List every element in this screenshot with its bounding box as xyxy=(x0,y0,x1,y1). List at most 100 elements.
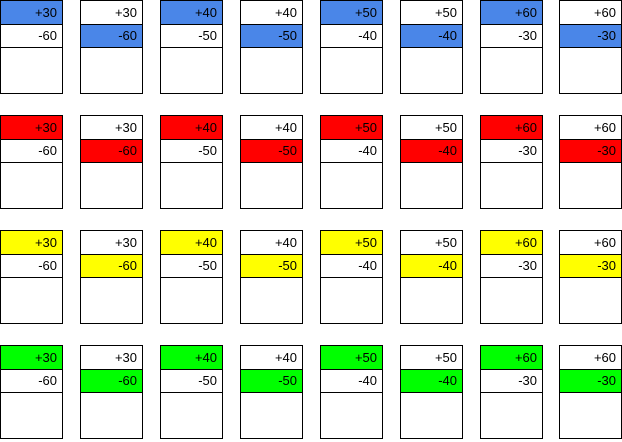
card-bottom-value: -60 xyxy=(81,139,142,162)
card-empty-area xyxy=(1,392,62,438)
value-card-red-4: +40 -50 xyxy=(240,115,303,209)
card-top-value: +30 xyxy=(1,346,62,369)
card-top-value: +60 xyxy=(481,1,542,24)
card-top-value: +40 xyxy=(274,5,297,20)
value-card-blue-6: +50 -40 xyxy=(400,0,463,94)
card-top-value: +60 xyxy=(593,350,616,365)
value-card-blue-2: +30 -60 xyxy=(80,0,143,94)
value-card-red-8: +60 -30 xyxy=(559,115,622,209)
value-card-blue-7: +60 -30 xyxy=(480,0,543,94)
card-empty-area xyxy=(241,392,302,438)
card-bottom-value: -50 xyxy=(241,369,302,392)
card-empty-area xyxy=(560,392,621,438)
card-top-value: +40 xyxy=(274,350,297,365)
value-card-yellow-8: +60 -30 xyxy=(559,230,622,324)
value-card-blue-4: +40 -50 xyxy=(240,0,303,94)
card-bottom-value: -50 xyxy=(161,369,222,392)
value-card-green-4: +40 -50 xyxy=(240,345,303,439)
value-card-green-7: +60 -30 xyxy=(480,345,543,439)
card-top-value: +30 xyxy=(114,350,137,365)
card-bottom-value: -60 xyxy=(81,369,142,392)
value-card-yellow-1: +30 -60 xyxy=(0,230,63,324)
value-card-yellow-3: +40 -50 xyxy=(160,230,223,324)
card-top-value: +50 xyxy=(434,5,457,20)
card-bottom-value: -30 xyxy=(481,254,542,277)
card-top-value: +60 xyxy=(481,346,542,369)
value-card-yellow-7: +60 -30 xyxy=(480,230,543,324)
card-top-value: +50 xyxy=(321,116,382,139)
value-card-blue-8: +60 -30 xyxy=(559,0,622,94)
value-card-red-7: +60 -30 xyxy=(480,115,543,209)
card-empty-area xyxy=(161,277,222,323)
card-top-value: +40 xyxy=(274,120,297,135)
card-empty-area xyxy=(401,47,462,93)
value-card-yellow-6: +50 -40 xyxy=(400,230,463,324)
card-empty-area xyxy=(321,277,382,323)
card-top-value: +60 xyxy=(593,235,616,250)
value-card-red-1: +30 -60 xyxy=(0,115,63,209)
value-card-green-2: +30 -60 xyxy=(80,345,143,439)
card-empty-area xyxy=(241,162,302,208)
card-top-value: +30 xyxy=(1,231,62,254)
card-bottom-value: -30 xyxy=(481,24,542,47)
card-bottom-value: -50 xyxy=(241,24,302,47)
card-top-value: +30 xyxy=(1,1,62,24)
card-bottom-value: -50 xyxy=(241,254,302,277)
card-bottom-value: -40 xyxy=(401,24,462,47)
card-top-value: +50 xyxy=(434,350,457,365)
card-bottom-value: -30 xyxy=(560,369,621,392)
card-top-value: +50 xyxy=(321,346,382,369)
card-empty-area xyxy=(81,277,142,323)
card-empty-area xyxy=(1,277,62,323)
value-card-green-3: +40 -50 xyxy=(160,345,223,439)
card-empty-area xyxy=(81,162,142,208)
card-bottom-value: -30 xyxy=(560,254,621,277)
value-card-yellow-5: +50 -40 xyxy=(320,230,383,324)
card-bottom-value: -60 xyxy=(1,369,62,392)
card-bottom-value: -40 xyxy=(321,24,382,47)
card-empty-area xyxy=(161,392,222,438)
card-empty-area xyxy=(560,277,621,323)
card-bottom-value: -40 xyxy=(401,369,462,392)
card-empty-area xyxy=(161,47,222,93)
card-bottom-value: -30 xyxy=(481,139,542,162)
card-bottom-value: -60 xyxy=(1,139,62,162)
card-bottom-value: -60 xyxy=(81,254,142,277)
card-bottom-value: -40 xyxy=(321,139,382,162)
card-empty-area xyxy=(321,392,382,438)
card-top-value: +40 xyxy=(161,346,222,369)
card-bottom-value: -50 xyxy=(161,254,222,277)
card-top-value: +30 xyxy=(1,116,62,139)
card-empty-area xyxy=(81,47,142,93)
card-top-value: +60 xyxy=(481,116,542,139)
card-top-value: +50 xyxy=(434,235,457,250)
value-card-green-6: +50 -40 xyxy=(400,345,463,439)
card-bottom-value: -40 xyxy=(401,254,462,277)
card-empty-area xyxy=(241,277,302,323)
card-bottom-value: -30 xyxy=(560,24,621,47)
card-top-value: +40 xyxy=(161,116,222,139)
value-card-green-5: +50 -40 xyxy=(320,345,383,439)
value-card-red-5: +50 -40 xyxy=(320,115,383,209)
card-empty-area xyxy=(321,47,382,93)
card-empty-area xyxy=(81,392,142,438)
card-bottom-value: -40 xyxy=(401,139,462,162)
card-top-value: +60 xyxy=(593,5,616,20)
card-bottom-value: -50 xyxy=(161,139,222,162)
card-empty-area xyxy=(481,392,542,438)
card-bottom-value: -30 xyxy=(481,369,542,392)
card-top-value: +30 xyxy=(114,120,137,135)
card-top-value: +60 xyxy=(481,231,542,254)
card-empty-area xyxy=(560,162,621,208)
card-bottom-value: -50 xyxy=(241,139,302,162)
card-top-value: +40 xyxy=(161,1,222,24)
card-bottom-value: -40 xyxy=(321,254,382,277)
card-empty-area xyxy=(321,162,382,208)
card-empty-area xyxy=(560,47,621,93)
value-card-green-8: +60 -30 xyxy=(559,345,622,439)
value-card-yellow-2: +30 -60 xyxy=(80,230,143,324)
value-card-red-3: +40 -50 xyxy=(160,115,223,209)
card-top-value: +60 xyxy=(593,120,616,135)
card-empty-area xyxy=(241,47,302,93)
